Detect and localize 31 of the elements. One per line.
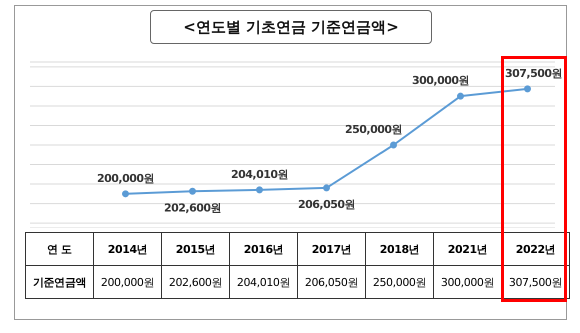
text: 250,000원 xyxy=(344,123,402,136)
text: 307,500원 xyxy=(504,66,562,80)
x-tick-label: 2018년 xyxy=(366,232,434,266)
point xyxy=(189,188,196,195)
text: 연 도 xyxy=(26,232,94,266)
text: 기준연금액 xyxy=(26,266,94,298)
data-label: 250,000원 xyxy=(366,266,434,298)
x-tick-label: 2016년 xyxy=(230,232,298,266)
text: 200,000원 xyxy=(96,172,154,185)
point xyxy=(524,85,531,92)
point xyxy=(256,186,263,194)
x-tick-label: 2021년 xyxy=(434,232,502,266)
text: 204,010원 xyxy=(230,168,288,181)
x-tick-label: 2015년 xyxy=(162,232,230,266)
data-label: 307,500원 xyxy=(502,266,570,298)
data-label: 300,000원 xyxy=(434,266,502,298)
data-label: 206,050원 xyxy=(298,266,366,298)
x-tick-label: 2014년 xyxy=(94,232,162,266)
x-tick-label: 2022년 xyxy=(502,232,570,266)
point xyxy=(457,92,464,100)
data-label: 200,000원 xyxy=(94,266,162,298)
x-tick-label: 2017년 xyxy=(298,232,366,266)
text: 300,000원 xyxy=(412,74,470,88)
text: 206,050원 xyxy=(298,198,356,211)
text: 202,600원 xyxy=(164,201,222,214)
chart-title: <연도별 기초연금 기준연금액> xyxy=(150,10,432,44)
point xyxy=(323,184,330,192)
data-label: 202,600원 xyxy=(162,266,230,298)
point xyxy=(122,190,129,198)
data-label: 204,010원 xyxy=(230,266,298,298)
point xyxy=(390,142,397,148)
